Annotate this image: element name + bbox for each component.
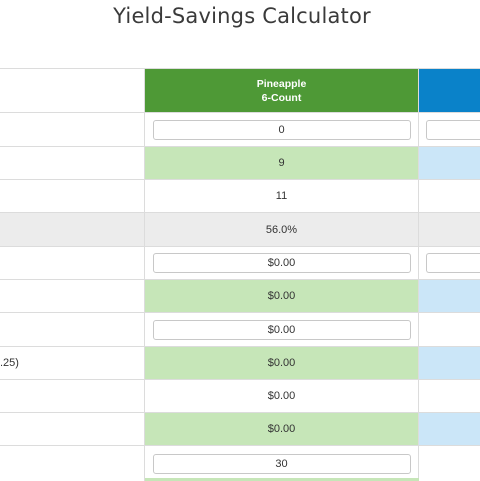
pineapple-cell bbox=[145, 247, 419, 279]
pineapple-column-header: Pineapple 6-Count bbox=[145, 69, 419, 112]
second-input-row-1[interactable] bbox=[426, 119, 480, 140]
row-label bbox=[0, 413, 145, 445]
table-row: $0.00 bbox=[0, 280, 480, 313]
pineapple-input-row-7[interactable] bbox=[152, 319, 411, 340]
second-cell bbox=[419, 247, 480, 279]
pineapple-header-line1: Pineapple bbox=[256, 77, 307, 90]
row-label bbox=[0, 280, 145, 312]
row-label bbox=[0, 380, 145, 412]
table-row: .25) $0.00 bbox=[0, 347, 480, 380]
row-label: .25) bbox=[0, 347, 145, 379]
second-column-header bbox=[419, 69, 480, 112]
second-cell bbox=[419, 180, 480, 212]
row-label bbox=[0, 113, 145, 146]
second-cell bbox=[419, 380, 480, 412]
pineapple-cell: 9 bbox=[145, 147, 419, 179]
table-row: 9 bbox=[0, 147, 480, 180]
pineapple-cell: 11 bbox=[145, 180, 419, 212]
row-label bbox=[0, 213, 145, 246]
second-cell bbox=[419, 413, 480, 445]
pineapple-cell: $0.00 bbox=[145, 380, 419, 412]
pineapple-cell: 56.0% bbox=[145, 213, 419, 246]
second-cell bbox=[419, 280, 480, 312]
row-label bbox=[0, 247, 145, 279]
table-row: 11 bbox=[0, 180, 480, 213]
table-row bbox=[0, 446, 480, 481]
second-cell bbox=[419, 147, 480, 179]
second-cell bbox=[419, 313, 480, 346]
second-cell bbox=[419, 213, 480, 246]
second-cell bbox=[419, 347, 480, 379]
pineapple-cell bbox=[145, 113, 419, 146]
pineapple-input-row-11[interactable] bbox=[152, 453, 411, 474]
table-row bbox=[0, 313, 480, 347]
calculator-table: Pineapple 6-Count 9 11 56.0% bbox=[0, 68, 480, 481]
second-cell bbox=[419, 113, 480, 146]
pineapple-cell: $0.00 bbox=[145, 347, 419, 379]
row-label bbox=[0, 313, 145, 346]
row-label bbox=[0, 446, 145, 481]
table-row: 56.0% bbox=[0, 213, 480, 247]
pineapple-cell: $0.00 bbox=[145, 413, 419, 445]
header-label-cell bbox=[0, 69, 145, 112]
row-label bbox=[0, 147, 145, 179]
page-title: Yield-Savings Calculator bbox=[113, 4, 371, 28]
pineapple-cell bbox=[145, 446, 419, 481]
row-label bbox=[0, 180, 145, 212]
pineapple-cell bbox=[145, 313, 419, 346]
pineapple-input-row-5[interactable] bbox=[152, 253, 411, 273]
table-row: $0.00 bbox=[0, 413, 480, 446]
table-row: $0.00 bbox=[0, 380, 480, 413]
header-row: Pineapple 6-Count bbox=[0, 69, 480, 113]
second-input-row-5[interactable] bbox=[426, 253, 480, 273]
table-row bbox=[0, 247, 480, 280]
pineapple-cell: $0.00 bbox=[145, 280, 419, 312]
table-row bbox=[0, 113, 480, 147]
pineapple-header-line2: 6-Count bbox=[261, 91, 302, 104]
pineapple-input-row-1[interactable] bbox=[152, 119, 411, 140]
second-cell bbox=[419, 446, 480, 481]
